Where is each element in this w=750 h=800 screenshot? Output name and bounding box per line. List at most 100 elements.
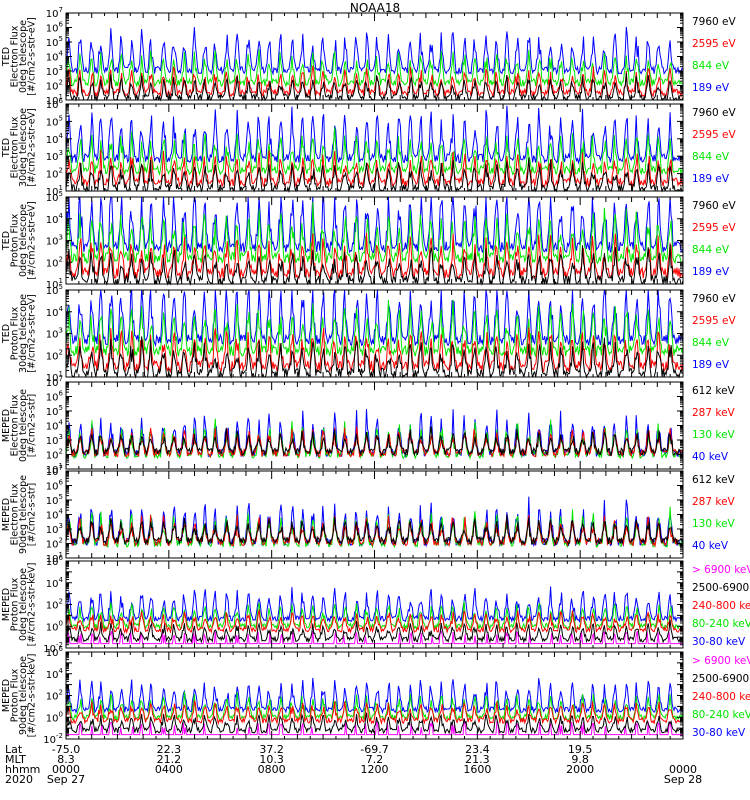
footer-lat-value: 19.5 — [567, 743, 593, 756]
y-axis-label-line: [#/cm2-s-str] — [27, 483, 38, 546]
y-tick-label: 102 — [46, 448, 63, 462]
legend-entry: 2595 eV — [692, 38, 737, 50]
footer-date-value: Sep 27 — [46, 773, 86, 786]
legend-entry: 287 keV — [692, 496, 736, 508]
y-axis-label-line: 0deg telescope — [18, 20, 29, 93]
footer-row-label: 2020 — [5, 773, 33, 786]
legend-entry: 7960 eV — [692, 200, 737, 212]
legend-entry: > 6900 keV — [692, 564, 750, 576]
y-tick-label: 101 — [46, 93, 63, 107]
legend-entry: 287 keV — [692, 407, 736, 419]
series-blue-panel-7 — [65, 586, 683, 624]
footer-lat-value: -75.0 — [51, 743, 81, 756]
series-black-panel-8 — [65, 712, 684, 735]
series-red-panel-7 — [65, 609, 684, 635]
footer-mlt-value: 8.3 — [57, 753, 75, 766]
y-tick-label: 106 — [46, 390, 64, 404]
series-green-panel-3 — [65, 201, 684, 265]
y-axis-label-line: 30deg telescope — [18, 294, 29, 373]
legend-entry: 2500-6900 — [692, 582, 749, 594]
series-black-panel-6 — [65, 514, 684, 546]
y-tick-label: 102 — [46, 255, 63, 269]
y-tick-label: 104 — [46, 305, 64, 319]
footer-mlt-value: 21.2 — [156, 753, 182, 766]
y-tick-label: 102 — [46, 537, 63, 551]
y-axis-label-line: MEPED — [1, 679, 12, 712]
y-tick-label: 106 — [46, 479, 64, 493]
y-axis-label-line: [#/cm2-s-str-keV] — [27, 563, 38, 647]
legend-entry: 189 eV — [692, 266, 730, 278]
y-axis-label-line: Electron Flux — [10, 116, 21, 178]
y-tick-label: 106 — [46, 554, 64, 568]
y-tick-label: 107 — [46, 375, 63, 389]
y-axis-label-line: TED — [1, 47, 12, 67]
y-tick-label: 102 — [46, 348, 63, 362]
legend-entry: 240-800 ke — [692, 691, 750, 703]
legend-entry: 844 eV — [692, 151, 730, 163]
legend-entry: 189 eV — [692, 82, 730, 94]
y-tick-label: 100 — [46, 710, 63, 724]
legend-entry: 612 keV — [692, 474, 736, 486]
legend-entry: 2500-6900 — [692, 673, 749, 685]
y-tick-label: 103 — [46, 234, 63, 248]
y-tick-label: 103 — [46, 433, 63, 447]
y-axis-label-line: TED — [1, 138, 12, 158]
y-axis-label-line: [#/cm2-s-str-eV] — [27, 201, 38, 280]
y-tick-label: 107 — [46, 6, 63, 20]
footer-hhmm-value: 0000 — [669, 763, 697, 776]
y-tick-label: 102 — [46, 79, 63, 93]
footer-hhmm-value: 0400 — [154, 763, 183, 776]
footer-row-label: Lat — [5, 743, 23, 756]
footer-row-label: MLT — [5, 753, 26, 766]
panel-frame — [65, 470, 684, 559]
legend-entry: 7960 eV — [692, 107, 737, 119]
series-blue-panel-3 — [65, 195, 684, 254]
y-axis-label-line: TED — [1, 324, 12, 344]
y-tick-label: 106 — [46, 645, 64, 659]
y-axis-label-line: MEPED — [1, 409, 12, 442]
y-tick-label: 103 — [46, 64, 63, 78]
series-blue-panel-8 — [65, 677, 684, 715]
footer-lat-value: 22.3 — [156, 743, 182, 756]
series-green-panel-2 — [65, 127, 684, 177]
y-tick-label: 105 — [46, 114, 63, 128]
y-tick-label: 101 — [46, 551, 63, 565]
y-axis-label-line: Proton Flux — [10, 213, 21, 267]
y-axis-label-line: 90deg telescope — [18, 656, 29, 735]
y-axis-label-line: Proton Flux — [10, 577, 21, 631]
y-axis-label-line: 0deg telescope — [18, 204, 29, 277]
legend-entry: 7960 eV — [692, 293, 737, 305]
y-tick-label: 104 — [46, 576, 64, 590]
y-tick-label: 105 — [46, 190, 63, 204]
legend-entry: 80-240 keV — [692, 618, 750, 630]
legend-entry: 240-800 ke — [692, 600, 750, 612]
y-axis-label-line: MEPED — [1, 498, 12, 531]
y-tick-label: 105 — [46, 404, 63, 418]
legend-entry: 80-240 keV — [692, 709, 750, 721]
y-tick-label: 107 — [46, 464, 63, 478]
footer-row-label: hhmm — [5, 763, 41, 776]
legend-entry: 612 keV — [692, 385, 736, 397]
series-red-panel-4 — [65, 327, 684, 374]
y-tick-label: 103 — [46, 327, 63, 341]
series-red-panel-8 — [65, 700, 684, 726]
y-axis-label-line: [#/cm2-s-str-eV] — [27, 294, 38, 373]
legend-entry: 30-80 keV — [692, 636, 746, 648]
legend-entry: 844 eV — [692, 337, 730, 349]
footer-hhmm-value: 0800 — [257, 763, 286, 776]
series-black-panel-5 — [65, 426, 684, 457]
y-tick-label: 100 — [46, 619, 63, 633]
footer-hhmm-value: 1200 — [360, 763, 389, 776]
y-tick-label: 105 — [46, 35, 63, 49]
y-axis-label-line: Electron Flux — [10, 394, 21, 456]
footer-hhmm-value: 2000 — [566, 763, 595, 776]
footer-mlt-value: 21.3 — [465, 753, 490, 766]
legend-entry: 844 eV — [692, 60, 730, 72]
legend-entry: 130 keV — [692, 518, 736, 530]
y-tick-label: 104 — [46, 508, 64, 522]
y-tick-label: 104 — [46, 132, 64, 146]
footer-lat-value: -69.7 — [360, 743, 389, 756]
footer-mlt-value: 9.8 — [571, 753, 589, 766]
y-axis-label-line: 0deg telescope — [18, 568, 29, 641]
legend-entry: > 6900 keV — [692, 655, 750, 667]
